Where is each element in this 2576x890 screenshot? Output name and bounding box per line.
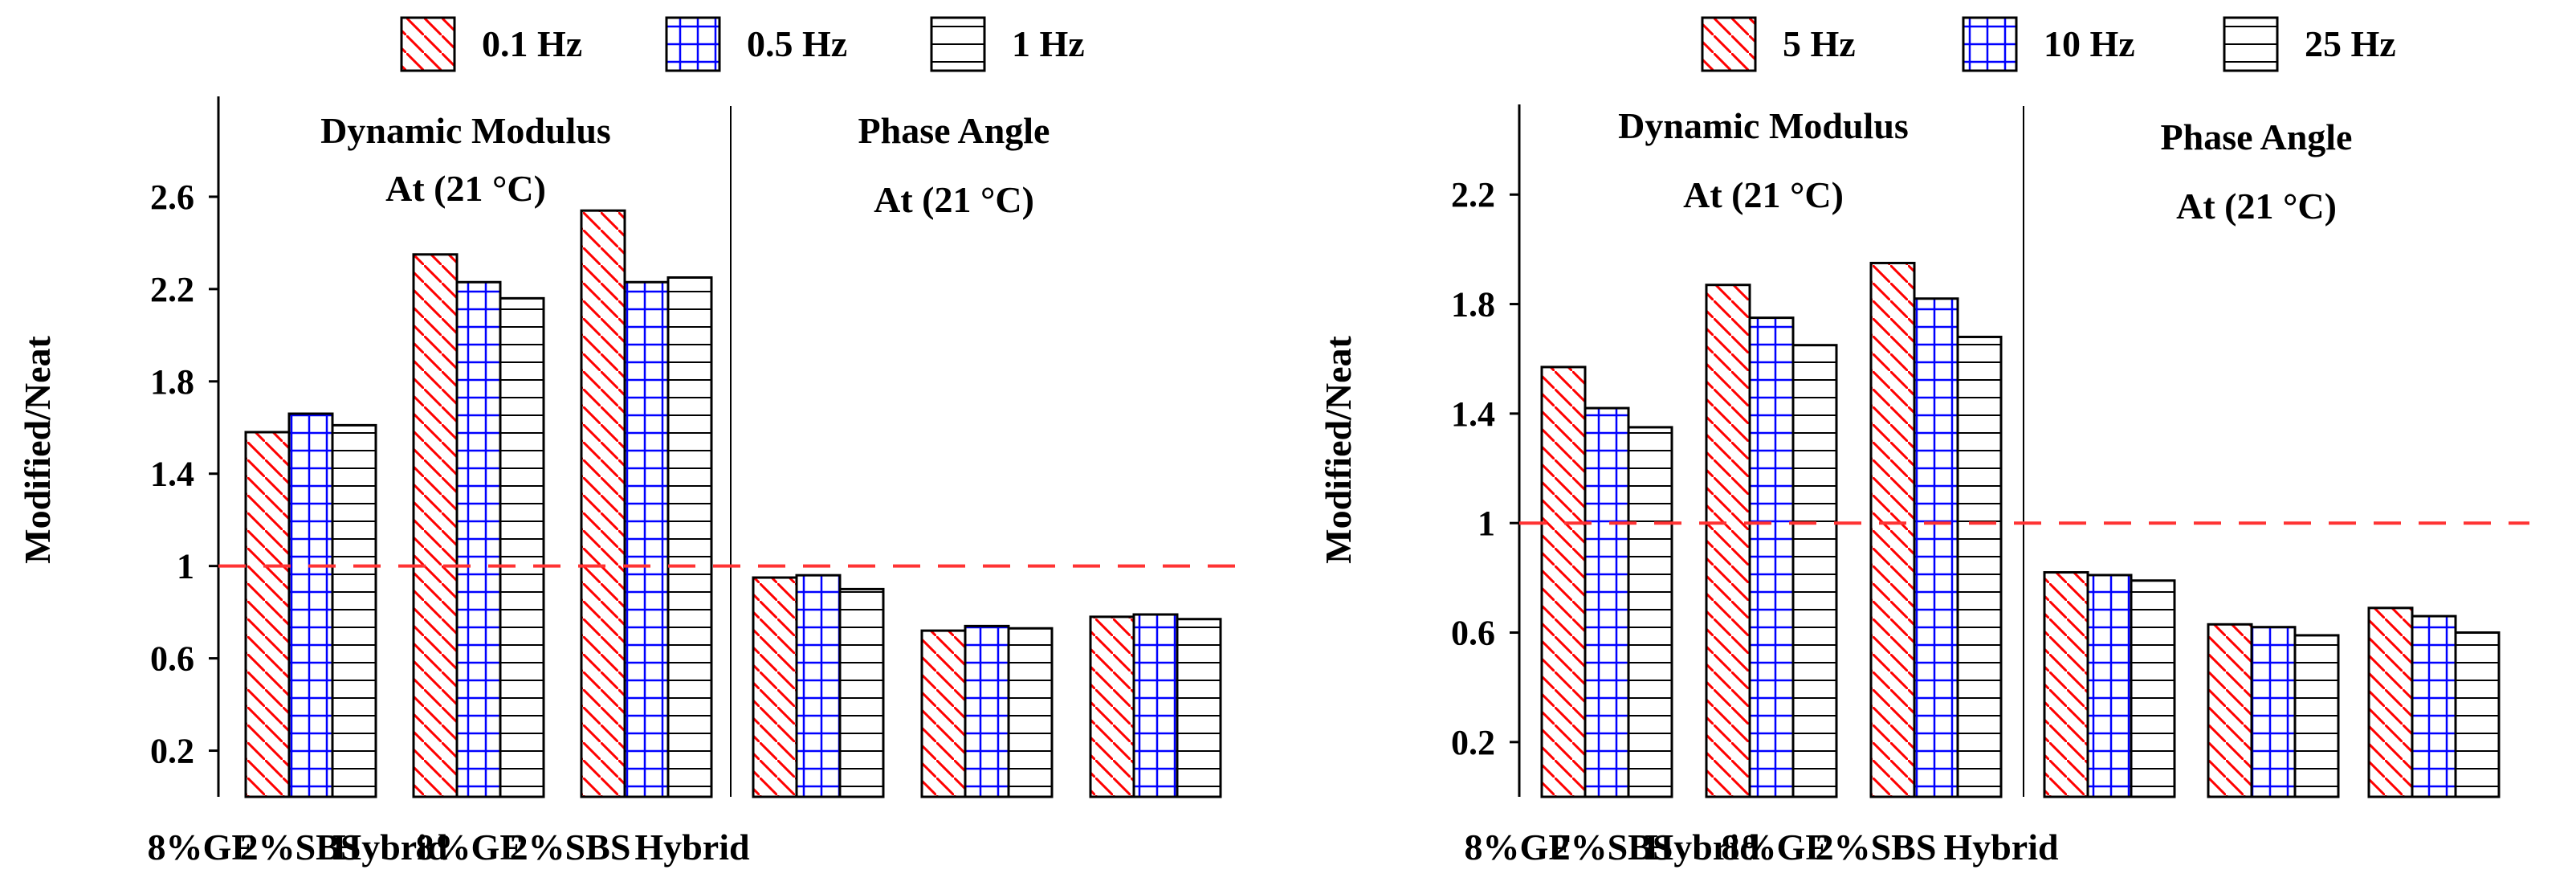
legend-label: 0.5 Hz bbox=[747, 23, 847, 64]
legend-label: 0.1 Hz bbox=[482, 23, 582, 64]
y-tick-label: 2.2 bbox=[1451, 175, 1495, 214]
bar-diag-red-3 bbox=[2043, 571, 2089, 798]
category-label: 2%SBS bbox=[510, 827, 631, 868]
category-label: 2%SBS bbox=[1552, 827, 1673, 868]
bar-horiz-black-4 bbox=[1007, 627, 1054, 798]
legend-swatch-grid-blue bbox=[665, 16, 721, 72]
bar-grid-blue-3 bbox=[795, 574, 842, 798]
y-tick-label: 0.2 bbox=[1451, 723, 1495, 762]
y-axis-label: Modified/Neat bbox=[17, 336, 58, 564]
bar-horiz-black-2 bbox=[666, 276, 713, 798]
category-label: 8%GF bbox=[148, 827, 255, 868]
bar-diag-red-5 bbox=[2367, 606, 2414, 798]
bar-diag-red-4 bbox=[2207, 623, 2253, 798]
bar-diag-red-3 bbox=[752, 576, 798, 798]
y-tick-label: 0.2 bbox=[150, 732, 194, 771]
section-title: Dynamic Modulus bbox=[320, 110, 611, 151]
category-label: 2%SBS bbox=[240, 827, 361, 868]
y-tick-label: 0.6 bbox=[1451, 614, 1495, 653]
chart-right: 5 Hz 10 Hz 25 Hz 0.2 0.6 1 1.4 1.8 2.2 Modified/N… bbox=[1318, 16, 2529, 868]
legend-swatch-diag-red bbox=[400, 16, 456, 72]
bar-grid-blue-5 bbox=[1132, 613, 1179, 798]
chart-left: 0.1 Hz 0.5 Hz 1 Hz 0.2 0.6 1 1.4 1.8 2.2 2.6 Modif… bbox=[17, 16, 1249, 868]
category-label: 8%GF bbox=[416, 827, 523, 868]
section-title: Dynamic Modulus bbox=[1618, 105, 1909, 146]
legend-swatch-diag-red bbox=[1701, 16, 1757, 72]
category-label: 8%GF bbox=[1722, 827, 1828, 868]
bar-grid-blue-1 bbox=[1748, 316, 1795, 798]
legend-swatch-grid-blue bbox=[1962, 16, 2018, 72]
bar-diag-red-1 bbox=[1705, 284, 1751, 798]
bar-horiz-black-3 bbox=[838, 587, 885, 798]
legend-swatch-horiz-black bbox=[930, 16, 986, 72]
y-tick-label: 2.6 bbox=[150, 178, 194, 217]
y-axis-label: Modified/Neat bbox=[1318, 336, 1359, 564]
y-tick-label: 1.8 bbox=[1451, 285, 1495, 325]
bar-horiz-black-4 bbox=[2293, 634, 2340, 798]
section-title: Phase Angle bbox=[858, 110, 1050, 151]
category-label: Hybrid bbox=[1943, 827, 2059, 868]
bar-diag-red-5 bbox=[1089, 615, 1135, 798]
section-subtitle: At (21 °C) bbox=[2176, 186, 2337, 227]
legend-label: 5 Hz bbox=[1783, 23, 1856, 64]
bar-diag-red-4 bbox=[920, 629, 967, 798]
legend-label: 25 Hz bbox=[2305, 23, 2396, 64]
category-label: Hybrid bbox=[332, 827, 448, 868]
y-tick-label: 1 bbox=[1478, 504, 1495, 543]
legend-label: 1 Hz bbox=[1012, 23, 1085, 64]
bar-diag-red-0 bbox=[244, 431, 291, 798]
section-title: Phase Angle bbox=[2161, 116, 2353, 157]
section-subtitle: At (21 °C) bbox=[874, 179, 1034, 220]
bar-horiz-black-0 bbox=[331, 423, 377, 798]
bar-horiz-black-5 bbox=[2454, 631, 2501, 798]
bar-diag-red-2 bbox=[580, 209, 626, 798]
bar-grid-blue-0 bbox=[1584, 406, 1630, 798]
bar-horiz-black-2 bbox=[1956, 335, 2003, 798]
section-subtitle: At (21 °C) bbox=[1683, 174, 1844, 215]
y-tick-label: 1.4 bbox=[150, 455, 194, 494]
bar-diag-red-1 bbox=[412, 253, 459, 798]
bar-horiz-black-1 bbox=[1791, 344, 1838, 798]
section-subtitle: At (21 °C) bbox=[385, 168, 546, 209]
y-tick-label: 1 bbox=[177, 547, 194, 586]
bar-horiz-black-5 bbox=[1176, 618, 1222, 798]
category-label: 2%SBS bbox=[1816, 827, 1937, 868]
bar-grid-blue-3 bbox=[2086, 574, 2133, 798]
bar-grid-blue-5 bbox=[2411, 614, 2457, 798]
y-tick-label: 1.8 bbox=[150, 362, 194, 402]
bar-diag-red-2 bbox=[1869, 261, 1916, 798]
category-label: 8%GF bbox=[1465, 827, 1571, 868]
bar-grid-blue-2 bbox=[623, 280, 670, 798]
y-tick-label: 1.4 bbox=[1451, 394, 1495, 434]
bar-horiz-black-3 bbox=[2130, 579, 2176, 798]
bar-grid-blue-4 bbox=[964, 624, 1010, 798]
legend-swatch-horiz-black bbox=[2223, 16, 2279, 72]
bar-grid-blue-1 bbox=[455, 280, 502, 798]
category-label: Hybrid bbox=[634, 827, 750, 868]
bar-horiz-black-1 bbox=[499, 296, 545, 798]
bar-horiz-black-0 bbox=[1627, 426, 1673, 798]
legend-label: 10 Hz bbox=[2044, 23, 2135, 64]
bar-grid-blue-4 bbox=[2250, 626, 2297, 798]
bar-diag-red-0 bbox=[1540, 365, 1587, 798]
y-tick-label: 0.6 bbox=[150, 639, 194, 679]
y-tick-label: 2.2 bbox=[150, 270, 194, 309]
bar-grid-blue-2 bbox=[1913, 297, 1959, 798]
category-label: Hybrid bbox=[1645, 827, 1760, 868]
bar-grid-blue-0 bbox=[287, 412, 334, 798]
